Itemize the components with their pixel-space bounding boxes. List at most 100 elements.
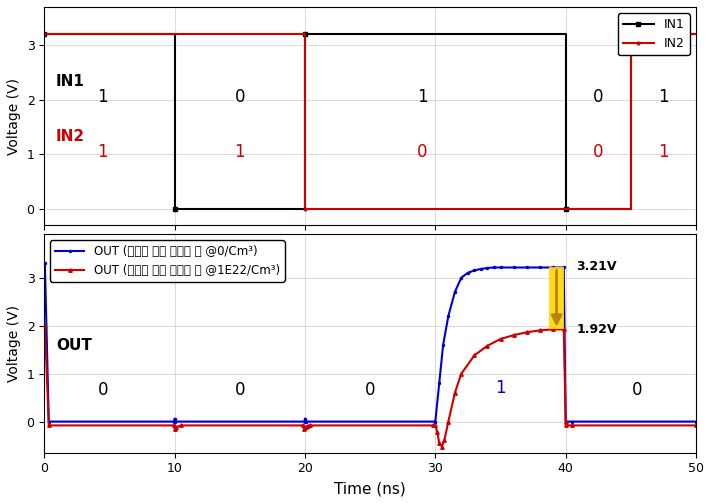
IN1 (171, 206, 179, 212)
Text: 1: 1 (658, 143, 669, 161)
OUT (방사선 영향 모델링 후 @1E22/Cm³) (470, 352, 479, 358)
OUT (방사선 영향 모델링 후 @1E22/Cm³) (433, 429, 442, 435)
OUT (방사선 영향 모델링 전 @0/Cm³) (476, 266, 485, 272)
OUT (방사선 영향 모델링 후 @1E22/Cm³) (568, 423, 577, 429)
IN1 (626, 31, 635, 37)
OUT (방사선 영향 모델링 후 @1E22/Cm³) (451, 390, 459, 396)
IN1 (301, 31, 309, 37)
Text: 1.92V: 1.92V (576, 323, 616, 336)
Y-axis label: Voltage (V): Voltage (V) (7, 77, 21, 154)
OUT (방사선 영향 모델링 전 @0/Cm³) (439, 342, 447, 348)
OUT (방사선 영향 모델링 후 @1E22/Cm³) (171, 425, 180, 431)
Line: OUT (방사선 영향 모델링 후 @1E22/Cm³): OUT (방사선 영향 모델링 후 @1E22/Cm³) (43, 324, 697, 448)
OUT (방사선 영향 모델링 후 @1E22/Cm³) (562, 418, 570, 425)
OUT (방사선 영향 모델링 전 @0/Cm³) (464, 270, 472, 276)
OUT (방사선 영향 모델링 후 @1E22/Cm³) (300, 426, 309, 432)
OUT (방사선 영향 모델링 후 @1E22/Cm³) (692, 423, 700, 429)
OUT (방사선 영향 모델링 전 @0/Cm³) (548, 265, 557, 271)
OUT (방사선 영향 모델링 전 @0/Cm³) (431, 418, 439, 425)
IN2 (301, 206, 309, 212)
OUT (방사선 영향 모델링 전 @0/Cm³) (40, 260, 48, 266)
OUT (방사선 영향 모델링 전 @0/Cm³) (509, 265, 518, 271)
Text: 1: 1 (495, 379, 506, 397)
OUT (방사선 영향 모델링 전 @0/Cm³) (490, 265, 498, 271)
IN2 (626, 206, 635, 212)
Text: 0: 0 (417, 143, 427, 161)
Legend: IN1, IN2: IN1, IN2 (618, 13, 690, 55)
OUT (방사선 영향 모델링 후 @1E22/Cm³) (170, 423, 178, 429)
Text: 0: 0 (632, 381, 643, 399)
OUT (방사선 영향 모델링 전 @0/Cm³) (431, 418, 439, 425)
OUT (방사선 영향 모델링 후 @1E22/Cm³) (509, 332, 518, 338)
Text: 1: 1 (97, 143, 108, 161)
OUT (방사선 영향 모델링 전 @0/Cm³) (562, 418, 570, 425)
OUT (방사선 영향 모델링 전 @0/Cm³) (523, 265, 531, 271)
OUT (방사선 영향 모델링 전 @0/Cm³) (41, 260, 49, 266)
IN2 (301, 31, 309, 37)
OUT (방사선 영향 모델링 후 @1E22/Cm³) (496, 336, 505, 342)
OUT (방사선 영향 모델링 전 @0/Cm³) (45, 418, 53, 425)
Line: IN1: IN1 (43, 32, 697, 211)
OUT (방사선 영향 모델링 후 @1E22/Cm³) (457, 371, 466, 377)
OUT (방사선 영향 모델링 전 @0/Cm³) (692, 418, 700, 425)
Line: IN2: IN2 (43, 32, 697, 210)
IN1 (171, 31, 179, 37)
OUT (방사선 영향 모델링 후 @1E22/Cm³) (483, 343, 492, 349)
OUT (방사선 영향 모델링 후 @1E22/Cm³) (301, 425, 310, 431)
Text: 1: 1 (658, 89, 669, 107)
OUT (방사선 영향 모델링 전 @0/Cm³) (470, 268, 479, 274)
IN2 (692, 31, 700, 37)
OUT (방사선 영향 모델링 전 @0/Cm³) (496, 265, 505, 271)
IN2 (40, 31, 48, 37)
OUT (방사선 영향 모델링 후 @1E22/Cm³) (306, 423, 314, 429)
Legend: OUT (방사선 영향 모델링 전 @0/Cm³), OUT (방사선 영향 모델링 후 @1E22/Cm³): OUT (방사선 영향 모델링 전 @0/Cm³), OUT (방사선 영향 모… (50, 240, 284, 282)
IN1 (301, 206, 309, 212)
OUT (방사선 영향 모델링 전 @0/Cm³) (301, 418, 309, 425)
OUT (방사선 영향 모델링 전 @0/Cm³) (170, 418, 178, 425)
OUT (방사선 영향 모델링 전 @0/Cm³) (435, 380, 444, 386)
OUT (방사선 영향 모델링 전 @0/Cm³) (457, 275, 466, 281)
OUT (방사선 영향 모델링 후 @1E22/Cm³) (431, 423, 439, 429)
Text: IN1: IN1 (56, 74, 85, 89)
OUT (방사선 영향 모델링 후 @1E22/Cm³) (440, 437, 449, 443)
IN1 (562, 206, 570, 212)
OUT (방사선 영향 모델링 후 @1E22/Cm³) (429, 423, 438, 429)
OUT (방사선 영향 모델링 전 @0/Cm³) (302, 418, 311, 425)
OUT (방사선 영향 모델링 전 @0/Cm³) (301, 417, 309, 424)
OUT (방사선 영향 모델링 후 @1E22/Cm³) (437, 444, 446, 450)
Text: 1: 1 (97, 89, 108, 107)
IN1 (40, 31, 48, 37)
IN2 (626, 31, 635, 37)
OUT (방사선 영향 모델링 후 @1E22/Cm³) (548, 326, 557, 332)
Text: 3.21V: 3.21V (576, 260, 616, 273)
OUT (방사선 영향 모델링 전 @0/Cm³) (444, 313, 453, 319)
OUT (방사선 영향 모델링 전 @0/Cm³) (568, 418, 577, 425)
OUT (방사선 영향 모델링 전 @0/Cm³) (171, 418, 179, 425)
IN1 (562, 31, 570, 37)
OUT (방사선 영향 모델링 후 @1E22/Cm³) (523, 329, 531, 336)
Line: OUT (방사선 영향 모델링 전 @0/Cm³): OUT (방사선 영향 모델링 전 @0/Cm³) (42, 261, 698, 424)
OUT (방사선 영향 모델링 전 @0/Cm³) (483, 265, 492, 271)
OUT (방사선 영향 모델링 전 @0/Cm³) (301, 415, 309, 422)
Text: 0: 0 (235, 381, 245, 399)
FancyBboxPatch shape (550, 268, 564, 329)
Text: 1: 1 (235, 143, 245, 161)
OUT (방사선 영향 모델링 전 @0/Cm³) (535, 265, 544, 271)
IN1 (692, 31, 700, 37)
Text: 1: 1 (417, 89, 427, 107)
Text: OUT: OUT (56, 338, 92, 353)
OUT (방사선 영향 모델링 전 @0/Cm³) (560, 265, 568, 271)
Text: 0: 0 (593, 143, 604, 161)
OUT (방사선 영향 모델링 후 @1E22/Cm³) (45, 423, 53, 429)
Text: IN2: IN2 (56, 129, 85, 144)
Text: 0: 0 (593, 89, 604, 107)
OUT (방사선 영향 모델링 전 @0/Cm³) (171, 415, 179, 422)
X-axis label: Time (ns): Time (ns) (334, 481, 406, 496)
IN1 (626, 206, 635, 212)
OUT (방사선 영향 모델링 후 @1E22/Cm³) (299, 423, 307, 429)
OUT (방사선 영향 모델링 후 @1E22/Cm³) (40, 322, 48, 328)
Text: 0: 0 (235, 89, 245, 107)
Y-axis label: Voltage (V): Voltage (V) (7, 305, 21, 382)
OUT (방사선 영향 모델링 후 @1E22/Cm³) (562, 423, 571, 429)
OUT (방사선 영향 모델링 후 @1E22/Cm³) (535, 327, 544, 333)
